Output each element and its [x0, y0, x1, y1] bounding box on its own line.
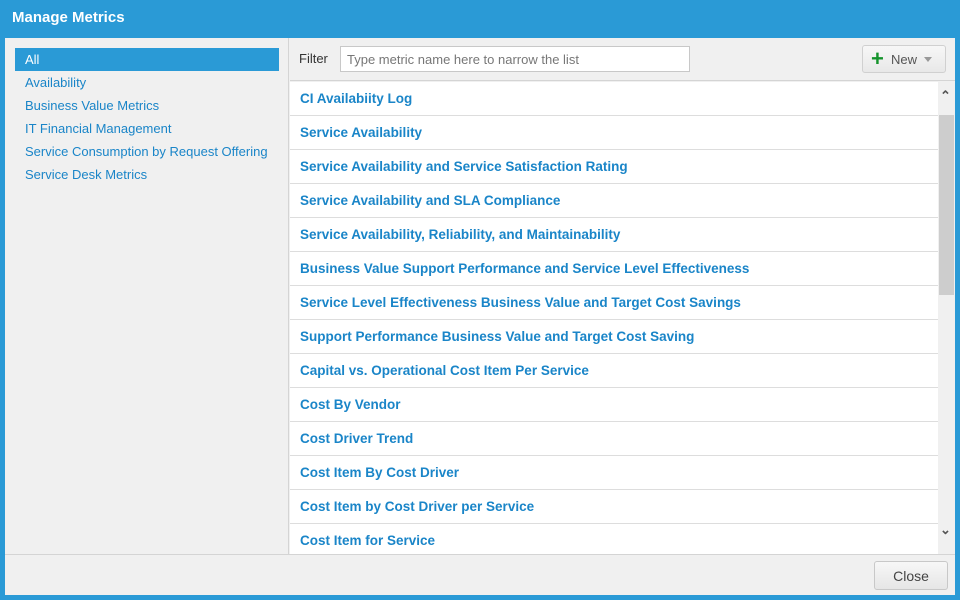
- scroll-down-icon[interactable]: ⌄: [940, 522, 951, 537]
- metric-row[interactable]: Cost By Vendor: [290, 388, 938, 422]
- scrollbar[interactable]: ⌃ ⌄: [938, 82, 955, 554]
- category-item[interactable]: Availability: [25, 75, 87, 90]
- manage-metrics-dialog: All Availability Business Value Metrics IT …: [5, 38, 955, 595]
- filter-bar: Filter + New: [290, 38, 955, 81]
- scroll-up-icon[interactable]: ⌃: [940, 88, 951, 103]
- new-button[interactable]: + New: [862, 45, 946, 73]
- metric-row[interactable]: Business Value Support Performance and S…: [290, 252, 938, 286]
- filter-label: Filter: [299, 51, 328, 66]
- metric-row[interactable]: Service Availability and SLA Compliance: [290, 184, 938, 218]
- metric-row[interactable]: CI Availabiity Log: [290, 82, 938, 116]
- plus-icon: +: [871, 46, 884, 71]
- metric-row[interactable]: Service Availability and Service Satisfa…: [290, 150, 938, 184]
- metric-row[interactable]: Cost Driver Trend: [290, 422, 938, 456]
- metric-row[interactable]: Support Performance Business Value and T…: [290, 320, 938, 354]
- category-item[interactable]: Business Value Metrics: [25, 98, 160, 113]
- metric-row[interactable]: Capital vs. Operational Cost Item Per Se…: [290, 354, 938, 388]
- metric-row[interactable]: Service Availability, Reliability, and M…: [290, 218, 938, 252]
- category-list: All Availability Business Value Metrics IT …: [5, 38, 289, 554]
- metric-row[interactable]: Cost Item by Cost Driver per Service: [290, 490, 938, 524]
- metric-row[interactable]: Service Availability: [290, 116, 938, 150]
- close-button[interactable]: Close: [874, 561, 948, 590]
- filter-input[interactable]: [340, 46, 690, 72]
- dialog-footer: Close: [5, 554, 955, 595]
- new-button-label: New: [891, 52, 918, 67]
- metric-row[interactable]: Cost Item for Service: [290, 524, 938, 554]
- category-item[interactable]: Service Desk Metrics: [25, 167, 148, 182]
- category-item[interactable]: Service Consumption by Request Offering: [25, 144, 268, 159]
- metric-row[interactable]: Service Level Effectiveness Business Val…: [290, 286, 938, 320]
- dialog-title: Manage Metrics: [12, 9, 125, 26]
- category-item[interactable]: IT Financial Management: [25, 121, 172, 136]
- metric-list: CI Availabiity Log Service Availability Se…: [290, 82, 938, 554]
- metric-row[interactable]: Cost Item By Cost Driver: [290, 456, 938, 490]
- dropdown-caret-icon: [924, 57, 932, 62]
- category-item[interactable]: All: [15, 48, 279, 71]
- scrollbar-thumb[interactable]: [939, 115, 954, 295]
